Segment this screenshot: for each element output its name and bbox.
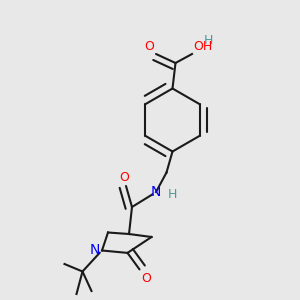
Text: H: H [168,188,177,201]
Text: N: N [90,244,101,257]
Text: O: O [120,171,129,184]
Text: N: N [151,185,161,199]
Text: OH: OH [194,40,213,53]
Text: O: O [145,40,154,52]
Text: H: H [203,34,213,46]
Text: O: O [141,272,151,285]
